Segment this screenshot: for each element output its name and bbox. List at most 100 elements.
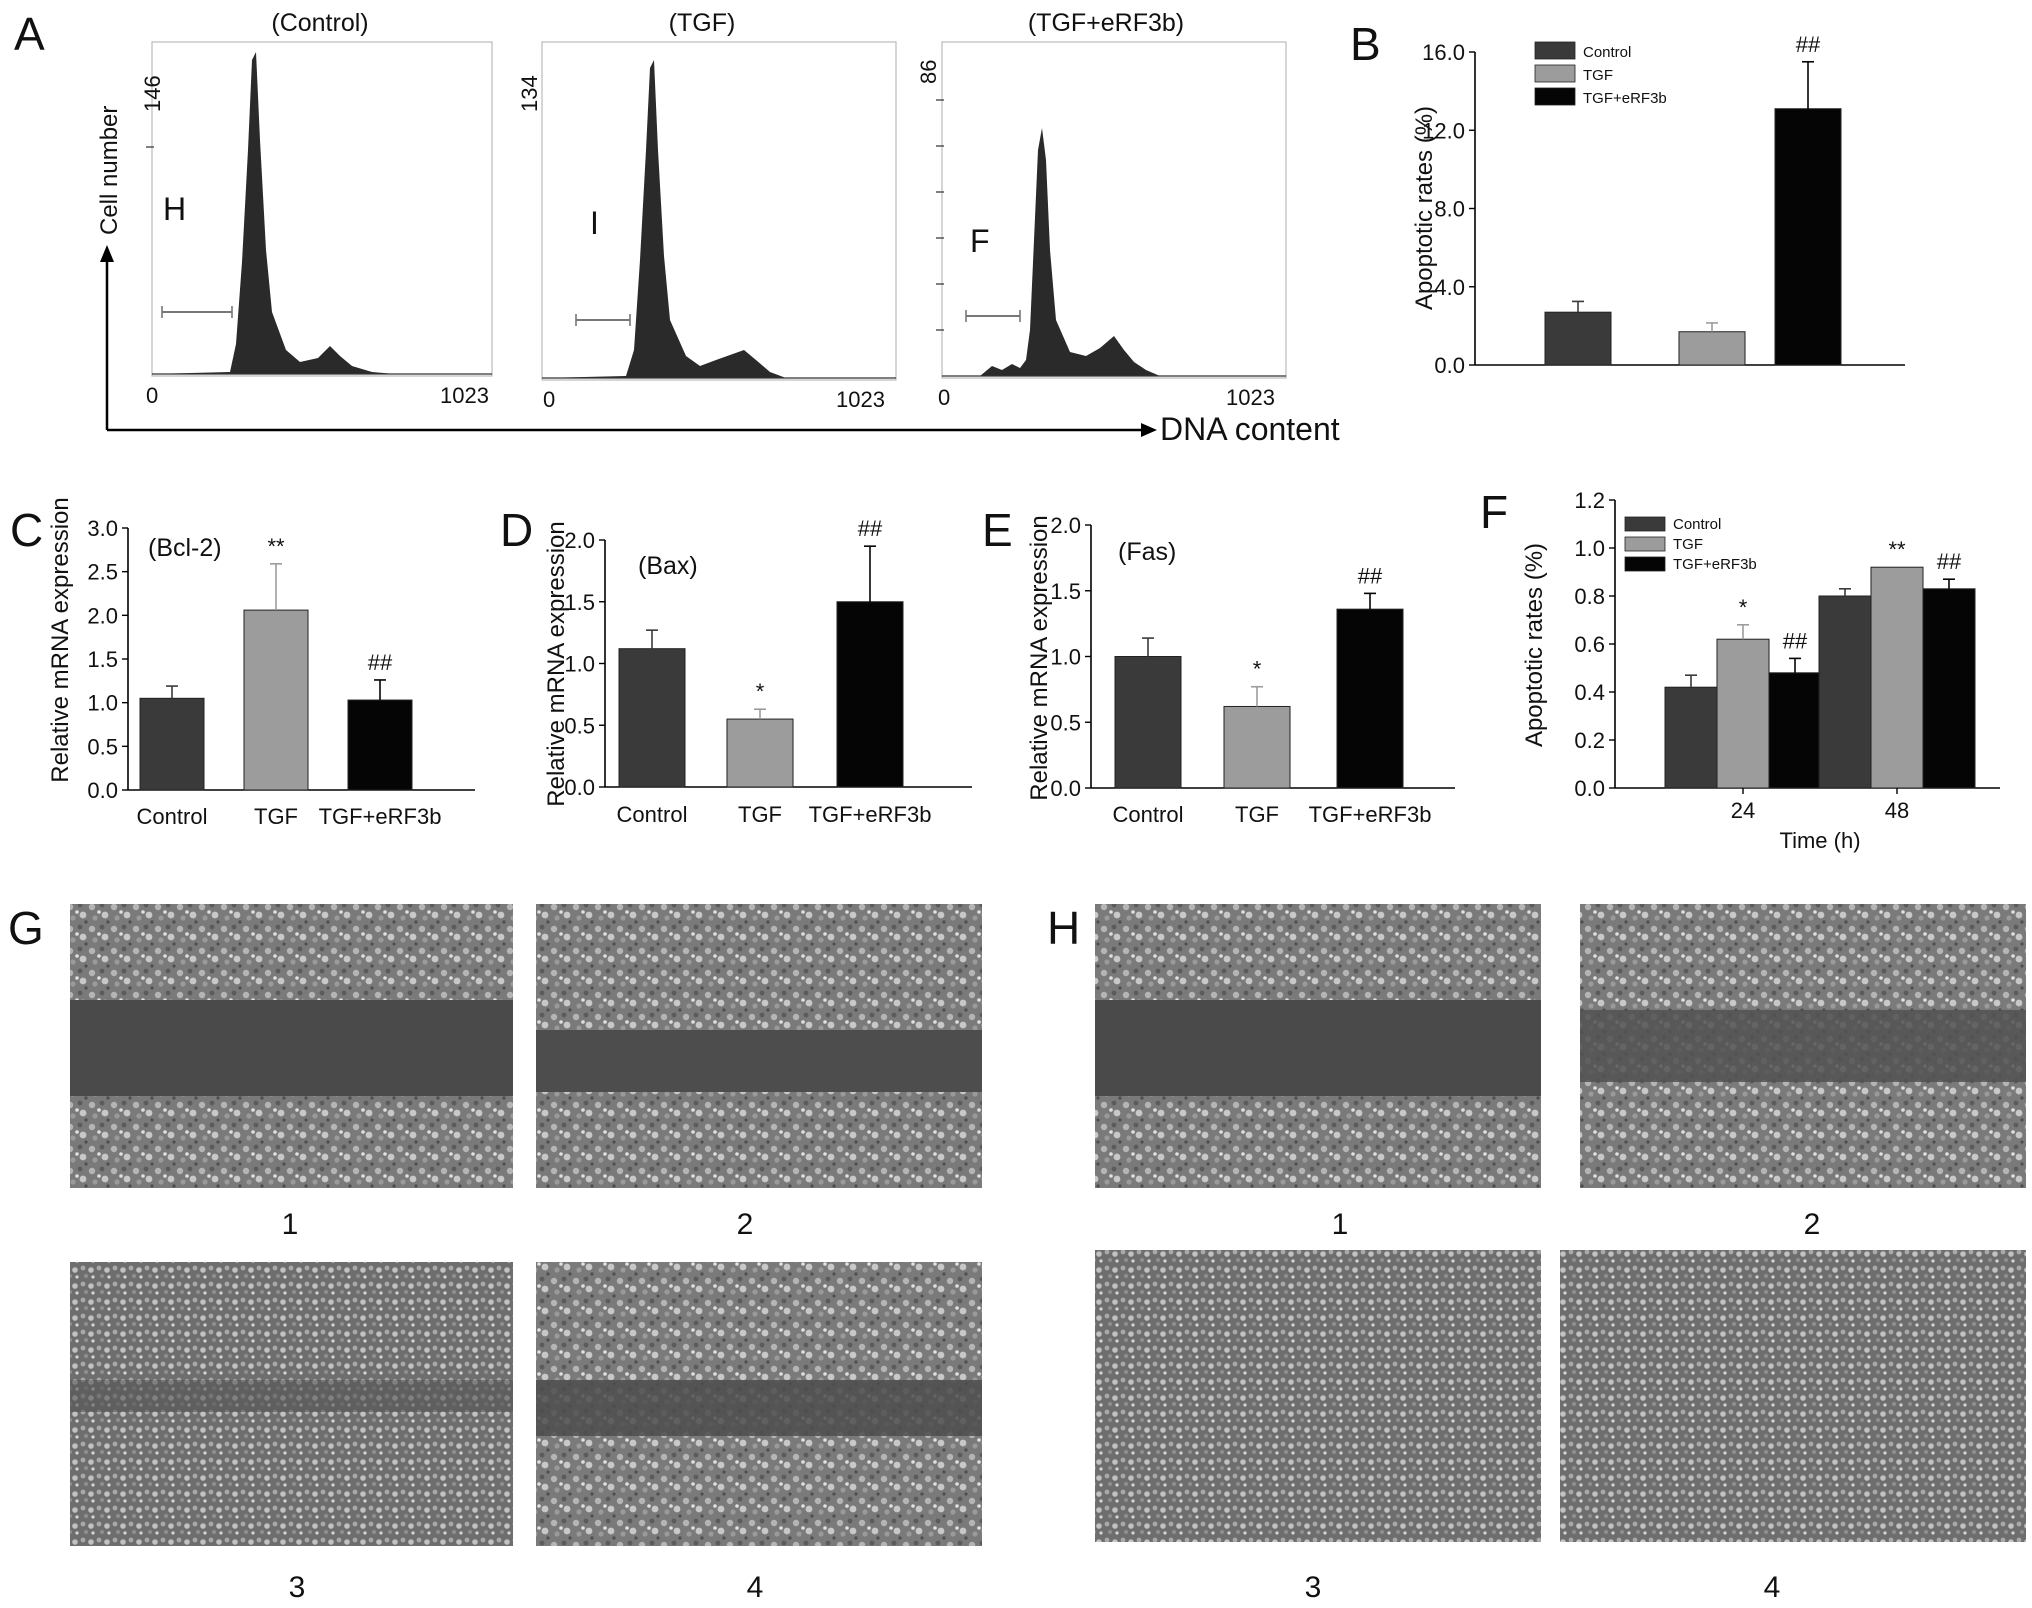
x-tick-label: Control	[1113, 802, 1184, 827]
x-tick-label: TGF	[738, 802, 782, 827]
y-tick-label: 0.5	[87, 734, 118, 759]
chart-panel-c: C 0.0 0.5 1.0 1.5 2.0 2.5 3.0 Relative mRNA exp…	[10, 497, 475, 829]
panel-a: A Cell number DNA content (Control) 146 …	[14, 8, 1340, 447]
photo-g-1	[70, 904, 513, 1188]
x-tick-label: 48	[1885, 798, 1909, 823]
legend-label: TGF	[1583, 67, 1613, 84]
x-tick-label: TGF+eRF3b	[319, 804, 442, 829]
y-tick-label: 0.2	[1574, 728, 1605, 753]
histogram-tgf-erf3b: (TGF+eRF3b) 86 F 0 1023	[916, 9, 1287, 410]
bar	[1114, 656, 1182, 789]
histogram-gate-letter: F	[970, 223, 990, 259]
photo-caption: 2	[1804, 1208, 1821, 1241]
y-tick-label: 0.6	[1574, 632, 1605, 657]
photo-caption: 1	[282, 1208, 299, 1241]
panel-g: G 1 2 3 4	[8, 902, 982, 1604]
legend-swatch	[1534, 41, 1576, 60]
legend-label: TGF+eRF3b	[1583, 90, 1667, 107]
y-tick-label: 12.0	[1422, 118, 1465, 143]
photo-caption: 4	[1764, 1571, 1781, 1604]
photo-caption: 4	[747, 1571, 764, 1604]
chart-title: (Bax)	[638, 552, 698, 580]
cell-field	[1095, 1250, 1541, 1542]
histogram-xmin: 0	[543, 387, 555, 412]
histogram-title: (TGF+eRF3b)	[1028, 9, 1184, 37]
panel-label-a: A	[14, 8, 45, 60]
bar	[1774, 108, 1842, 366]
y-tick-label: 8.0	[1434, 197, 1465, 222]
y-axis-label: Apoptotic rates (%)	[1521, 543, 1548, 747]
scratch-gap	[70, 1380, 513, 1412]
photo-caption: 3	[289, 1571, 306, 1604]
chart-panel-f: F 0.0 0.2 0.4 0.6 0.8 1.0 1.2 Apoptotic rates (…	[1480, 486, 2000, 853]
histogram-xmin: 0	[146, 383, 158, 408]
significance-mark: ##	[1796, 32, 1821, 57]
y-tick-label: 2.5	[87, 560, 118, 585]
y-tick-label: 1.5	[1050, 579, 1081, 604]
histogram-ymax: 134	[517, 75, 542, 112]
photo-g-4	[536, 1262, 982, 1546]
photo-caption: 1	[1332, 1208, 1349, 1241]
chart-panel-b: B 0.0 4.0 8.0 12.0 16.0 Apoptotic rates (%) ##…	[1350, 18, 1905, 378]
histogram-curve	[980, 128, 1160, 376]
chart-title: (Bcl-2)	[148, 534, 222, 562]
cell-number-label: Cell number	[96, 106, 123, 235]
bar	[1223, 705, 1291, 789]
legend-swatch	[1624, 536, 1666, 552]
histogram-frame	[541, 41, 897, 381]
y-tick-label: 1.0	[1574, 536, 1605, 561]
bar	[726, 718, 794, 788]
bar	[243, 609, 309, 791]
y-tick-label: 0.5	[1050, 710, 1081, 735]
histogram-ymax: 146	[140, 75, 165, 112]
panel-label-d: D	[500, 504, 533, 556]
significance-mark: *	[1253, 657, 1262, 682]
bar	[618, 648, 686, 788]
panel-label-g: G	[8, 902, 44, 954]
y-tick-label: 0.5	[564, 713, 595, 738]
y-tick-label: 1.0	[564, 652, 595, 677]
histogram-ymax: 86	[916, 60, 941, 84]
significance-mark: *	[1739, 595, 1748, 620]
y-tick-label: 1.5	[564, 590, 595, 615]
y-tick-label: 16.0	[1422, 40, 1465, 65]
histogram-xmax: 1023	[1226, 385, 1275, 410]
x-tick-label: TGF+eRF3b	[809, 802, 932, 827]
bar	[1768, 672, 1822, 789]
y-tick-label: 0.0	[1050, 776, 1081, 801]
histogram-xmax: 1023	[440, 383, 489, 408]
y-tick-label: 0.0	[564, 775, 595, 800]
photo-h-1	[1095, 904, 1541, 1188]
significance-mark: ##	[368, 650, 393, 675]
significance-mark: ##	[1937, 549, 1962, 574]
legend-label: TGF	[1673, 536, 1703, 553]
legend-label: Control	[1673, 516, 1721, 533]
significance-mark: ##	[858, 516, 883, 541]
bar	[1716, 638, 1770, 789]
bar	[139, 697, 205, 791]
histogram-control: (Control) 146 H 0 1023	[140, 9, 493, 408]
y-tick-label: 0.0	[1574, 776, 1605, 801]
legend-swatch	[1624, 556, 1666, 572]
scratch-gap	[70, 1000, 513, 1096]
dna-content-label: DNA content	[1160, 411, 1340, 447]
y-axis-label: Relative mRNA expression	[1026, 515, 1053, 800]
histogram-gate-letter: I	[590, 205, 599, 241]
bar	[1870, 566, 1924, 789]
y-tick-label: 0.0	[1434, 353, 1465, 378]
photo-h-4	[1560, 1250, 2026, 1542]
histogram-xmax: 1023	[836, 387, 885, 412]
x-tick-label: 24	[1731, 798, 1755, 823]
y-tick-label: 1.5	[87, 647, 118, 672]
y-tick-label: 2.0	[1050, 513, 1081, 538]
panel-label-b: B	[1350, 18, 1381, 70]
y-tick-label: 4.0	[1434, 275, 1465, 300]
y-tick-label: 1.0	[87, 691, 118, 716]
panel-label-f: F	[1480, 486, 1508, 538]
y-tick-label: 0.4	[1574, 680, 1605, 705]
histogram-curve	[152, 52, 395, 374]
bar	[1664, 686, 1718, 789]
